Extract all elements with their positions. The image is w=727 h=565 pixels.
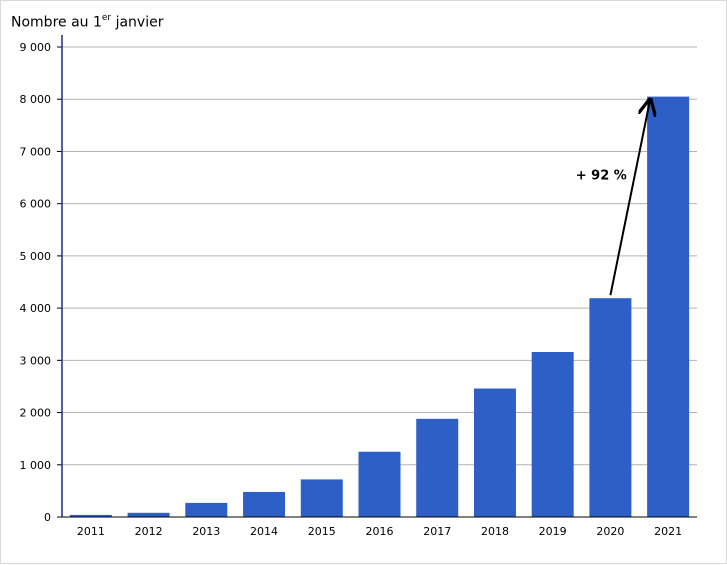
growth-arrow	[609, 100, 650, 296]
x-tick-label: 2020	[596, 525, 624, 538]
bar-2017	[416, 418, 459, 517]
x-tick-label: 2012	[135, 525, 163, 538]
y-tick-label: 2 000	[20, 407, 52, 420]
y-tick-label: 3 000	[20, 354, 52, 367]
bar-2013	[185, 502, 228, 517]
x-tick-label: 2014	[250, 525, 278, 538]
bar-2021	[647, 96, 690, 517]
x-tick-label: 2019	[539, 525, 567, 538]
x-tick-label: 2015	[308, 525, 336, 538]
bar-2012	[127, 512, 170, 517]
x-tick-label: 2018	[481, 525, 509, 538]
bar-2014	[243, 491, 286, 517]
y-tick-label: 9 000	[20, 41, 52, 54]
y-tick-label: 0	[44, 511, 51, 524]
y-tick-label: 7 000	[20, 145, 52, 158]
bar-2020	[589, 298, 632, 517]
y-tick-label: 6 000	[20, 198, 52, 211]
y-tick-label: 4 000	[20, 302, 52, 315]
bar-2015	[300, 479, 343, 517]
y-tick-label: 5 000	[20, 250, 52, 263]
growth-label: + 92 %	[576, 168, 627, 183]
bar-2018	[473, 388, 516, 517]
x-tick-label: 2017	[423, 525, 451, 538]
bar-2011	[69, 514, 112, 517]
y-axis-label: Nombre au 1er janvier	[11, 13, 164, 31]
x-tick-label: 2011	[77, 525, 105, 538]
y-tick-label: 1 000	[20, 459, 52, 472]
y-tick-label: 8 000	[20, 93, 52, 106]
bar-2016	[358, 451, 401, 517]
bar-2019	[531, 351, 574, 517]
x-tick-label: 2016	[366, 525, 394, 538]
x-tick-label: 2013	[192, 525, 220, 538]
x-tick-label: 2021	[654, 525, 682, 538]
